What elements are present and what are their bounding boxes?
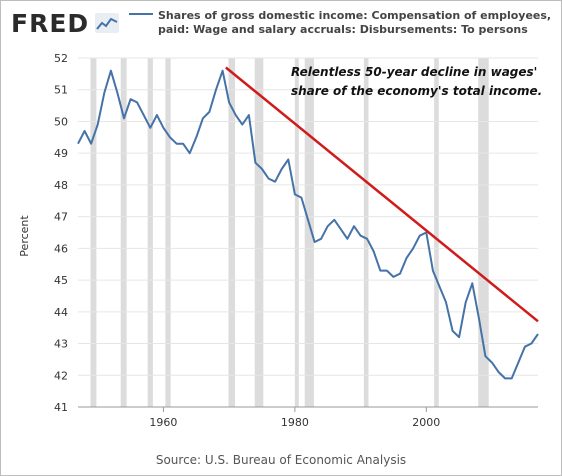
y-tick-label: 46 — [54, 242, 68, 255]
series-layer — [77, 69, 539, 380]
y-tick-label: 49 — [54, 147, 68, 160]
y-tick-label: 48 — [54, 179, 68, 192]
series-line — [77, 69, 539, 380]
series-legend-key — [129, 13, 153, 15]
chart-svg: 41 42 43 44 45 46 47 48 49 50 51 52 1960 1980 2000 Per… — [18, 52, 542, 429]
recession-band-6 — [254, 58, 264, 407]
chart-header: FRED Shares of gross domestic income: Co… — [11, 7, 551, 47]
recession-band-11 — [478, 58, 489, 407]
y-tick-label: 45 — [54, 274, 68, 287]
recession-band-5 — [228, 58, 236, 407]
x-tick-label: 1980 — [281, 416, 309, 429]
y-tick-label: 50 — [54, 115, 68, 128]
recession-band-2 — [120, 58, 127, 407]
annotation-line-2: share of the economy's total income. — [291, 84, 542, 98]
y-axis-label: Percent — [18, 215, 31, 257]
chart-title: Shares of gross domestic income: Compens… — [158, 9, 552, 36]
annotation-line-1: Relentless 50-year decline in wages' — [291, 65, 537, 79]
recession-band-3 — [147, 58, 153, 407]
y-tick-label: 42 — [54, 369, 68, 382]
x-tick-label: 1960 — [149, 416, 177, 429]
y-tick-label: 52 — [54, 52, 68, 65]
y-tick-label: 47 — [54, 211, 68, 224]
recession-bands — [90, 58, 489, 407]
fred-logo[interactable]: FRED — [11, 9, 90, 38]
source-note: Source: U.S. Bureau of Economic Analysis — [155, 453, 407, 467]
y-tick-label: 44 — [54, 306, 68, 319]
x-tick-label: 2000 — [412, 416, 440, 429]
y-tick-label: 51 — [54, 84, 68, 97]
recession-band-8 — [304, 58, 314, 407]
trend-line — [225, 66, 539, 323]
recession-band-10 — [434, 58, 439, 407]
recession-band-9 — [363, 58, 369, 407]
y-tick-label: 41 — [54, 401, 68, 414]
recession-band-7 — [294, 58, 299, 407]
y-tick-label: 43 — [54, 338, 68, 351]
recession-band-4 — [165, 58, 171, 407]
line-chart-icon — [95, 13, 119, 33]
axes: 41 42 43 44 45 46 47 48 49 50 51 52 1960 1980 2000 — [54, 52, 538, 429]
trend-layer — [225, 66, 539, 323]
recession-band-1 — [90, 58, 97, 407]
